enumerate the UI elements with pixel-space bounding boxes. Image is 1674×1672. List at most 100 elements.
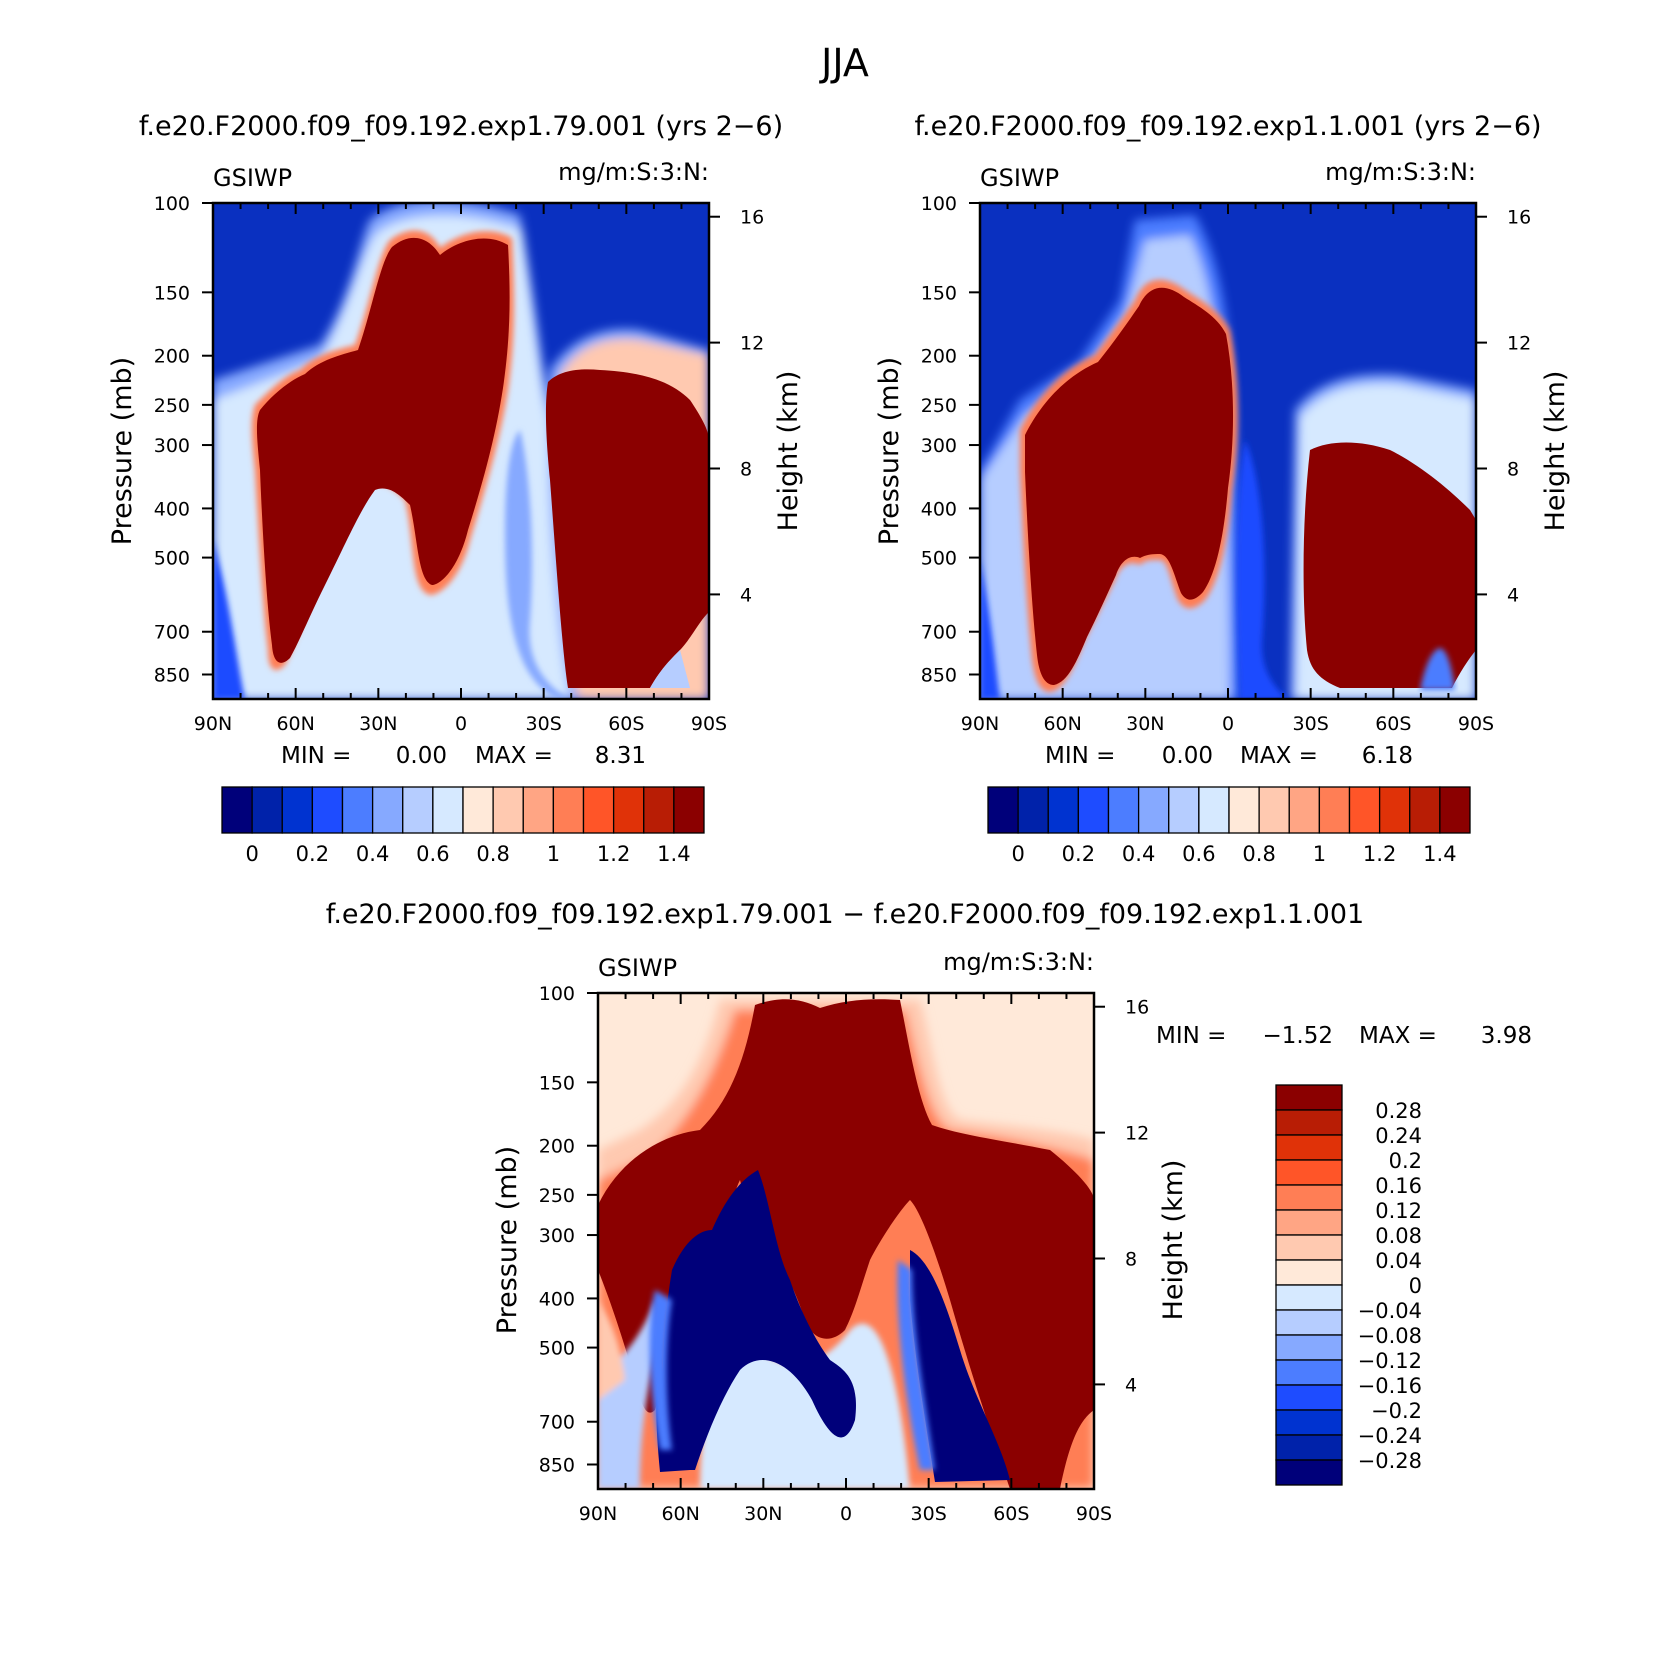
x-tick-label: 60S: [993, 1503, 1029, 1525]
y2-tick-label: 16: [1125, 997, 1149, 1019]
colorbar-tick-label: 0.28: [1375, 1099, 1422, 1123]
panel-2-max-value: 6.18: [1362, 743, 1413, 769]
panel-3-y2label: Height (km): [1158, 1160, 1189, 1321]
colorbar-box: [1275, 1184, 1343, 1211]
colorbar-box: [643, 786, 675, 834]
colorbar-box: [673, 786, 705, 834]
colorbar-box: [1318, 786, 1351, 834]
y2-tick-label: 12: [740, 333, 764, 355]
y-tick-label: 300: [154, 435, 190, 457]
colorbar-box: [1275, 1334, 1343, 1361]
colorbar-tick-label: −0.04: [1358, 1299, 1422, 1323]
colorbar-box: [1275, 1259, 1343, 1286]
panel-1-left-string: GSIWP: [213, 164, 292, 192]
panel-2-min-label: MIN =: [1045, 743, 1115, 769]
colorbar-tick-label: 0.2: [1062, 842, 1095, 866]
panel-2: f.e20.F2000.f09_f09.192.exp1.1.001 (yrs …: [874, 111, 1571, 866]
colorbar-tick-label: 0: [1409, 1274, 1422, 1298]
y2-tick-label: 8: [1507, 459, 1519, 481]
colorbar-tick-label: 0.6: [416, 842, 449, 866]
colorbar-tick-label: 1.4: [657, 842, 690, 866]
x-tick-label: 60S: [608, 713, 644, 735]
x-tick-label: 0: [840, 1503, 852, 1525]
y-tick-label: 100: [921, 193, 957, 215]
colorbar-tick-label: −0.12: [1358, 1349, 1422, 1373]
colorbar-box: [1198, 786, 1230, 834]
colorbar-box: [1168, 786, 1200, 834]
y2-tick-label: 4: [1507, 584, 1519, 606]
y-tick-label: 850: [539, 1454, 575, 1476]
colorbar-tick-label: 0.16: [1375, 1174, 1422, 1198]
x-tick-label: 30S: [911, 1503, 947, 1525]
colorbar-box: [1275, 1384, 1343, 1411]
colorbar-box: [1275, 1109, 1343, 1136]
y2-tick-label: 12: [1125, 1123, 1149, 1145]
y-tick-label: 850: [154, 664, 190, 686]
colorbar-box: [552, 786, 585, 834]
colorbar-tick-label: −0.28: [1358, 1449, 1422, 1473]
y-tick-label: 850: [921, 664, 957, 686]
colorbar-box: [1275, 1084, 1343, 1111]
colorbar-box: [987, 786, 1019, 834]
panel-3-field: [598, 993, 1094, 1489]
colorbar-tick-label: 0.8: [476, 842, 509, 866]
panel-1-axes: 90N 60N 30N 0 30S 60S 90S 100 150 200 250 300 400 500…: [154, 193, 764, 735]
y-tick-label: 400: [539, 1288, 575, 1310]
diff-title: f.e20.F2000.f09_f09.192.exp1.79.001 − f.…: [326, 899, 1364, 930]
colorbar-tick-label: 0.4: [356, 842, 389, 866]
colorbar-box: [1275, 1284, 1343, 1311]
panel-3-max-value: 3.98: [1481, 1023, 1532, 1049]
panel-3: f.e20.F2000.f09_f09.192.exp1.79.001 − f.…: [326, 899, 1532, 1525]
x-tick-label: 30N: [1126, 713, 1164, 735]
y-tick-label: 100: [154, 193, 190, 215]
panel-1-y2label: Height (km): [773, 371, 804, 532]
y-tick-label: 200: [921, 346, 957, 368]
colorbar-box: [1275, 1209, 1343, 1236]
y-tick-label: 150: [154, 282, 190, 304]
x-tick-label: 60N: [661, 1503, 699, 1525]
colorbar-tick-label: 1.2: [597, 842, 630, 866]
colorbar-tick-label: 1.2: [1363, 842, 1396, 866]
y-tick-label: 700: [921, 622, 957, 644]
y-tick-label: 700: [539, 1412, 575, 1434]
colorbar-box: [1409, 786, 1441, 834]
panel-1-right-string: mg/m:S:3:N:: [558, 158, 709, 186]
y2-tick-label: 16: [1507, 207, 1531, 229]
colorbar-box: [281, 786, 314, 834]
panel-3-max-label: MAX =: [1359, 1023, 1437, 1049]
panel-2-left-string: GSIWP: [980, 164, 1059, 192]
colorbar-tick-label: −0.08: [1358, 1324, 1422, 1348]
y-tick-label: 200: [154, 346, 190, 368]
x-tick-label: 30S: [526, 713, 562, 735]
panel-1-min-label: MIN =: [281, 743, 351, 769]
colorbar-box: [1017, 786, 1049, 834]
panel-1-colorbar: 0 0.2 0.4 0.6 0.8 1 1.2 1.4: [221, 786, 705, 866]
colorbar-tick-label: 0.6: [1182, 842, 1215, 866]
colorbar-box: [1275, 1434, 1343, 1461]
x-tick-label: 30N: [359, 713, 397, 735]
y2-tick-label: 12: [1507, 333, 1531, 355]
panel-1-max-label: MAX =: [475, 743, 553, 769]
colorbar-box: [432, 786, 464, 834]
colorbar-tick-label: 1: [1313, 842, 1326, 866]
colorbar-box: [341, 786, 374, 834]
colorbar-box: [1137, 786, 1170, 834]
y-tick-label: 300: [921, 435, 957, 457]
colorbar-box: [402, 786, 434, 834]
x-tick-label: 90S: [1076, 1503, 1112, 1525]
x-tick-label: 0: [455, 713, 467, 735]
y-tick-label: 250: [539, 1185, 575, 1207]
x-tick-label: 90S: [691, 713, 727, 735]
colorbar-tick-label: 0.2: [1389, 1149, 1422, 1173]
y-tick-label: 250: [154, 395, 190, 417]
colorbar-box: [1275, 1359, 1343, 1386]
y-tick-label: 150: [539, 1072, 575, 1094]
colorbar-tick-label: 0.04: [1375, 1249, 1422, 1273]
colorbar-tick-label: 1: [547, 842, 560, 866]
colorbar-box: [221, 786, 253, 834]
colorbar-tick-label: −0.24: [1358, 1424, 1422, 1448]
y2-tick-label: 8: [1125, 1249, 1137, 1271]
colorbar-box: [612, 786, 645, 834]
colorbar-box: [1275, 1134, 1343, 1161]
